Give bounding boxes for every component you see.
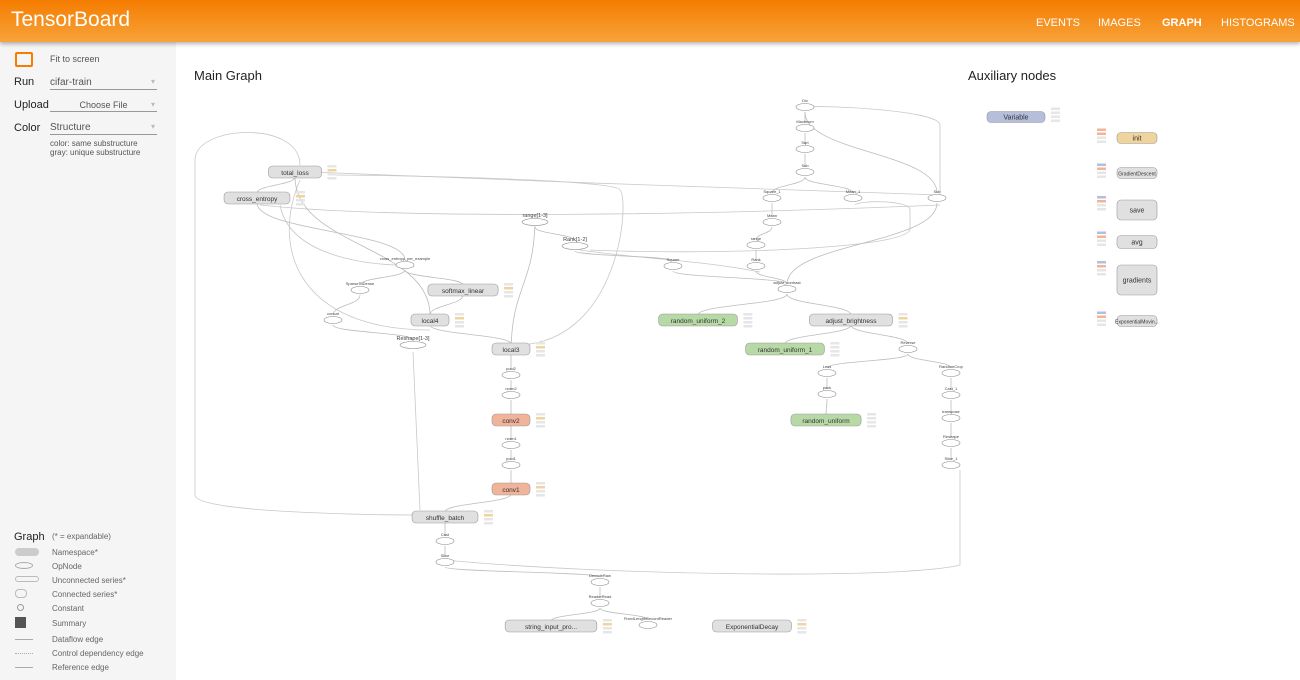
color-select[interactable]: Structure: [50, 122, 157, 135]
legend-unconnected-series: Unconnected series*: [52, 576, 126, 585]
namespace-icon: [15, 548, 39, 556]
main-graph-title: Main Graph: [194, 68, 262, 83]
reference-edge-icon: [15, 667, 33, 668]
sidebar: Fit to screen Run cifar-train Upload Cho…: [0, 42, 176, 680]
opnode-icon: [15, 562, 33, 569]
legend-summary: Summary: [52, 619, 87, 628]
graph-canvas[interactable]: Main Graph Auxiliary nodes: [176, 42, 1300, 680]
color-note-1: color: same substructure: [50, 139, 138, 148]
tab-events[interactable]: EVENTS: [1036, 17, 1081, 29]
legend-reference-edge: Reference edge: [52, 663, 109, 672]
constant-icon: [17, 604, 24, 611]
tab-graph[interactable]: GRAPH: [1162, 17, 1202, 29]
legend-title: Graph: [14, 531, 45, 543]
fit-to-screen-button[interactable]: Fit to screen: [50, 54, 100, 64]
app-header: TensorBoard EVENTS IMAGES GRAPH HISTOGRA…: [0, 0, 1300, 42]
legend-dataflow-edge: Dataflow edge: [52, 635, 104, 644]
legend-namespace: Namespace*: [52, 548, 98, 557]
legend-note: (* = expandable): [52, 532, 111, 541]
tab-histograms[interactable]: HISTOGRAMS: [1221, 17, 1295, 29]
app-title: TensorBoard: [11, 8, 131, 31]
legend-constant: Constant: [52, 604, 85, 613]
color-label: Color: [14, 122, 41, 134]
tab-images[interactable]: IMAGES: [1098, 17, 1141, 29]
run-select[interactable]: cifar-train: [50, 77, 157, 90]
upload-label: Upload: [14, 99, 49, 111]
legend-opnode: OpNode: [52, 562, 82, 571]
auxiliary-nodes-title: Auxiliary nodes: [968, 68, 1057, 83]
connected-series-icon: [15, 589, 27, 598]
color-note-2: gray: unique substructure: [50, 148, 141, 157]
unconnected-series-icon: [15, 576, 39, 582]
run-label: Run: [14, 76, 35, 88]
dataflow-edge-icon: [15, 639, 33, 640]
legend-control-edge: Control dependency edge: [52, 649, 144, 658]
fit-to-screen-icon[interactable]: [15, 52, 33, 67]
control-edge-icon: [15, 653, 33, 654]
summary-icon: [15, 617, 26, 628]
legend-connected-series: Connected series*: [52, 590, 118, 599]
choose-file-button[interactable]: Choose File: [50, 100, 157, 112]
